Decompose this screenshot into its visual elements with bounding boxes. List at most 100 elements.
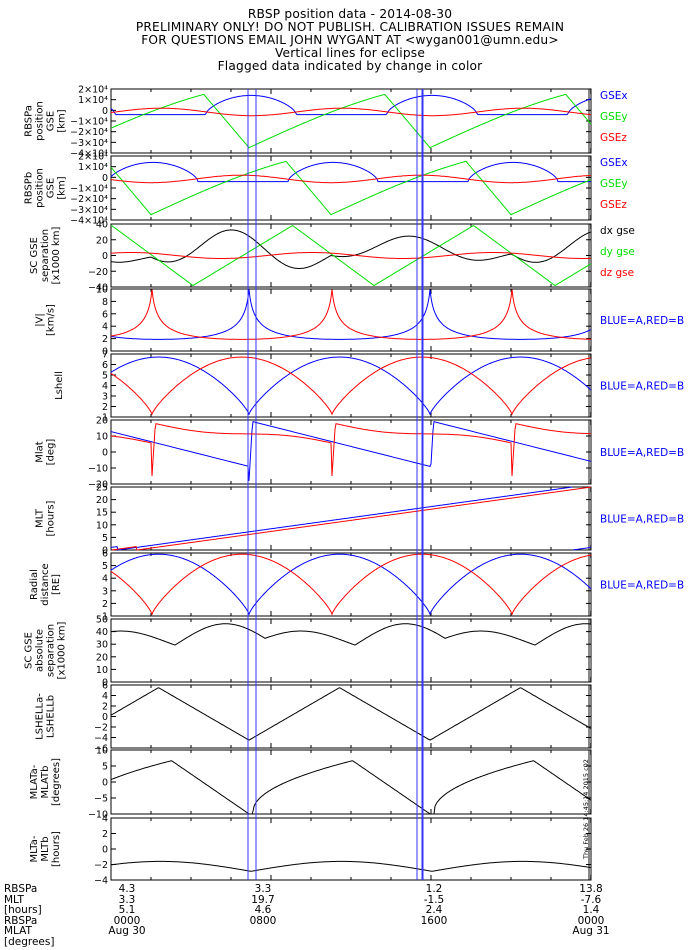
header-contact: FOR QUESTIONS EMAIL JOHN WYGANT AT <wyga… [141, 33, 559, 47]
y-tick-label: 0 [102, 173, 108, 184]
legend-entry: BLUE=A,RED=B [600, 447, 684, 459]
y-tick-label: 0 [102, 712, 108, 723]
panel-10: 10 5 0 −5 −10 MLATa- MLATb [degrees] [29, 746, 592, 821]
y-tick-label: 3 [102, 586, 108, 597]
y-tick-label: 4 [102, 814, 108, 825]
legend-entry: GSEx [600, 157, 628, 169]
panel-frame [110, 353, 592, 418]
y-tick-label: −2×10⁴ [70, 127, 108, 138]
footer-date: Aug 31 [572, 925, 610, 938]
footer-value: 19.7 [251, 893, 275, 906]
y-axis-label: MLATa- [29, 764, 40, 799]
footer-value: -1.5 [423, 893, 445, 906]
y-axis-label: distance [40, 563, 51, 605]
y-tick-label: 6 [102, 360, 108, 371]
y-tick-label: 30 [96, 640, 108, 651]
y-axis-label: absolute [35, 629, 46, 672]
header-note-eclipse: Vertical lines for eclipse [274, 46, 426, 60]
series-line-GSEy [110, 93, 592, 149]
header-warning: PRELIMINARY ONLY! DO NOT PUBLISH. CALIBR… [135, 20, 565, 34]
y-axis-label: [deg] [46, 439, 57, 466]
y-tick-label: 2×10⁴ [78, 152, 108, 163]
panel-frame [110, 288, 592, 352]
series-line-1 [110, 553, 592, 616]
footer-value: 1.2 [425, 883, 443, 895]
y-tick-label: 2 [102, 702, 108, 713]
series-line-1 [110, 356, 592, 416]
footer-label-mlt: MLT [4, 893, 24, 906]
y-axis-label: GSE [46, 111, 57, 131]
y-tick-label: −4×10⁴ [70, 216, 108, 227]
footer-value: 2.4 [425, 904, 443, 917]
y-axis-label: MLT [35, 508, 46, 528]
series-line-0 [110, 553, 592, 616]
panel-frame [110, 552, 592, 617]
footer-label-hours: [hours] [4, 904, 42, 917]
timestamp-stamp: Thu Feb 26 14:45:14 2015 c02 [582, 745, 598, 875]
y-tick-label: 0 [102, 347, 108, 358]
footer-value: 4.3 [118, 883, 136, 895]
y-tick-label: −40 [88, 283, 108, 294]
y-tick-label: −1×10⁴ [70, 117, 108, 128]
y-axis-label: [km] [57, 109, 68, 132]
panel-frame [110, 618, 592, 683]
y-tick-label: 0 [102, 678, 108, 689]
footer-value: 3.3 [118, 893, 136, 906]
series-line-1 [110, 423, 591, 477]
footer-value: 13.8 [579, 883, 603, 895]
series-line-1 [111, 486, 592, 551]
chart-title: RBSP position data - 2014-08-30 [247, 7, 453, 21]
series-line-GSEx [110, 94, 592, 116]
y-tick-label: −10 [88, 464, 108, 475]
y-tick-label: 1 [102, 612, 108, 623]
y-tick-label: 2 [102, 334, 108, 345]
y-tick-label: 4 [102, 574, 108, 585]
y-tick-label: 5 [102, 561, 108, 572]
y-tick-label: −3×10⁴ [70, 138, 108, 149]
y-tick-label: 50 [96, 615, 108, 626]
panel-11: 4 2 0 −2 −4 MLTa- MLTb [hours] [29, 814, 592, 887]
panel-frame [110, 817, 592, 881]
y-axis-label: Mlat [35, 441, 46, 463]
y-tick-label: 5 [102, 371, 108, 382]
header-note-flagged: Flagged data indicated by change in colo… [217, 59, 483, 73]
y-axis-label: position [35, 101, 46, 141]
legend-entry: dz gse [600, 267, 634, 279]
y-tick-label: 2 [102, 599, 108, 610]
legend-entry: GSEz [600, 132, 627, 144]
timestamp-text: Thu Feb 26 14:45:14 2015 c02 [581, 759, 590, 859]
series-line-1 [110, 289, 592, 340]
footer-label-degrees: [degrees] [4, 935, 55, 948]
footer-time: 0800 [249, 914, 277, 927]
series-line-0 [110, 760, 592, 815]
series-line-dx-gse [110, 229, 592, 269]
y-tick-label: −3×10⁴ [70, 205, 108, 216]
footer-row-labels: RBSPa MLT [hours] RBSPa MLAT [degrees] [4, 884, 54, 948]
series-line-0 [110, 486, 592, 551]
y-tick-label: 0 [102, 251, 108, 262]
series-line-0 [110, 356, 592, 416]
y-axis-label: LSHELLa- [35, 693, 46, 740]
footer-label-mlat: MLAT [4, 925, 32, 938]
y-axis-label: |V| [35, 313, 46, 327]
y-tick-label: 2 [102, 829, 108, 840]
y-tick-label: −10 [88, 810, 108, 821]
y-tick-label: −4 [94, 733, 108, 744]
y-tick-label: 0 [102, 448, 108, 459]
y-tick-label: 40 [96, 220, 108, 231]
y-tick-label: 0 [102, 778, 108, 789]
panel-frame [110, 88, 592, 154]
y-tick-label: 10 [96, 285, 108, 296]
y-axis-label: position [35, 168, 46, 208]
y-tick-label: −2 [94, 860, 108, 871]
y-tick-label: 10 [96, 520, 108, 531]
y-axis-label: [km/s] [46, 304, 57, 336]
y-tick-label: 25 [96, 483, 108, 494]
y-tick-label: 20 [96, 416, 108, 427]
legend-entry: BLUE=A,RED=B [600, 315, 684, 327]
legend-entry: GSEz [600, 199, 627, 211]
